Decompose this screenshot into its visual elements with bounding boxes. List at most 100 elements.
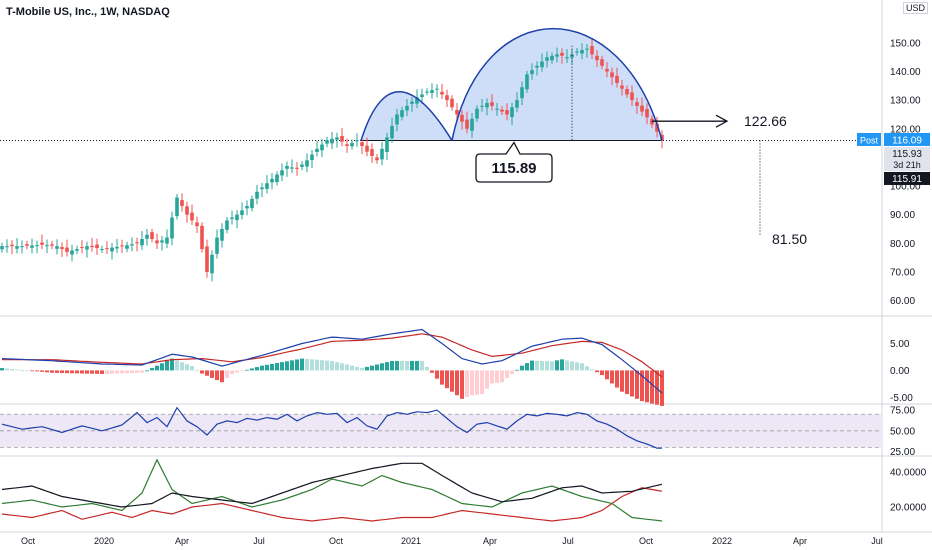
candle-body [255,191,259,199]
macd-histogram-bar [110,370,114,374]
macd-histogram-bar [520,365,524,371]
candle-body [405,105,409,111]
macd-histogram-bar [660,370,664,406]
macd-histogram-bar [360,368,364,371]
candle-body [490,102,494,106]
macd-histogram-bar [325,360,329,371]
candle-body [75,249,79,251]
macd-histogram-bar [270,363,274,371]
candle-body [555,54,559,57]
x-tick-label: 2020 [94,536,114,546]
candle-body [310,154,314,160]
macd-histogram-bar [555,360,559,371]
macd-histogram-bar [625,370,629,395]
macd-histogram-bar [440,370,444,385]
candle-body [325,140,329,144]
candle-body [130,244,134,246]
candle-body [595,55,599,61]
candle-body [45,245,49,247]
candle-body [120,245,124,247]
candle-body [175,197,179,217]
candle-body [230,217,234,219]
candle-body [385,137,389,152]
candle-body [600,59,604,66]
macd-histogram-bar [160,363,164,371]
macd-histogram-bar [80,370,84,374]
macd-histogram-bar [345,364,349,371]
candle-body [95,244,99,249]
candle-body [500,109,504,112]
candle-body [50,244,54,246]
macd-histogram-bar [450,370,454,392]
macd-histogram-bar [90,370,94,374]
macd-histogram-bar [320,360,324,371]
candle-body [85,246,89,250]
post-price-label: 116.09 [892,135,922,146]
candle-body [420,94,424,98]
di-minus-line [1,487,663,522]
macd-histogram-bar [185,364,189,371]
x-tick-label: 2022 [712,536,732,546]
candle-body [440,91,444,95]
candle-body [240,210,244,215]
macd-histogram-bar [515,369,519,371]
candle-body [80,247,84,249]
candle-body [30,245,34,248]
macd-histogram-bar [410,360,414,371]
macd-histogram-bar [180,362,184,371]
macd-histogram-bar [85,370,89,374]
candle-body [285,166,289,169]
x-tick-label: Apr [175,536,189,546]
candle-body [450,98,454,108]
macd-histogram-bar [400,360,404,371]
macd-histogram-bar [435,370,439,379]
macd-histogram-bar [245,369,249,371]
macd-histogram-bar [290,360,294,371]
macd-histogram-bar [420,360,424,371]
macd-histogram-bar [200,370,204,374]
price-tick-label: 60.00 [890,296,915,307]
candle-body [360,142,364,146]
x-tick-label: Oct [329,536,344,546]
macd-signal-line [2,333,663,378]
candle-body [145,234,149,239]
candle-body [415,97,419,104]
price-tick-label: 130.00 [890,96,921,107]
macd-histogram-bar [210,370,214,378]
post-price-tag [884,132,930,146]
candle-body [485,103,489,108]
candle-body [5,246,9,248]
candle-body [340,135,344,142]
candle-body [250,198,254,209]
macd-histogram-bar [45,370,49,373]
candle-body [430,90,434,93]
x-tick-label: Apr [483,536,497,546]
candle-body [140,239,144,246]
candle-body [215,237,219,254]
macd-histogram-bar [385,362,389,371]
candle-body [625,88,629,95]
candle-body [20,246,24,248]
candle-body [425,91,429,93]
candle-body [370,149,374,156]
target-label-1: 122.66 [744,113,787,129]
candle-body [455,109,459,115]
candle-body [530,70,534,75]
candle-body [355,140,359,142]
candle-body [65,247,69,252]
macd-histogram-bar [455,370,459,396]
macd-histogram-bar [225,370,229,379]
macd-histogram-bar [10,368,14,371]
price-tick-label: 100.00 [890,182,921,193]
candle-body [190,212,194,221]
left-shoulder-arc [360,90,453,141]
candle-body [610,72,614,78]
candle-body [295,167,299,169]
currency-label: USD [902,2,928,14]
macd-histogram-bar [300,358,304,371]
macd-histogram-bar [125,370,129,374]
candle-body [460,114,464,122]
candle-body [275,174,279,183]
candle-body [565,57,569,59]
